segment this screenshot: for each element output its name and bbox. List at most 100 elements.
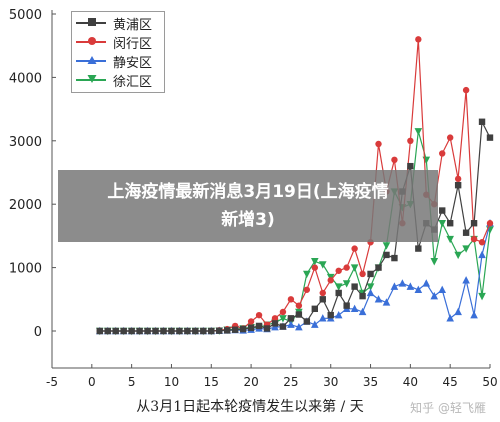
data-point <box>327 311 334 319</box>
x-tick-label: 40 <box>403 375 418 389</box>
data-point <box>439 150 446 157</box>
data-point <box>406 282 415 290</box>
data-point <box>335 289 342 297</box>
data-point <box>335 267 342 274</box>
x-tick-label: 15 <box>204 375 219 389</box>
data-point <box>415 245 422 252</box>
data-point <box>383 251 390 259</box>
y-tick-label: 1000 <box>9 262 42 277</box>
data-point <box>414 285 423 293</box>
x-tick-label: 5 <box>128 375 136 389</box>
legend-label: 徐汇区 <box>113 75 153 90</box>
chart-legend: 黄浦区 闵行区 静安区 徐汇区 <box>71 11 165 93</box>
data-point <box>446 235 454 244</box>
data-point <box>271 320 279 327</box>
data-point <box>438 285 447 293</box>
data-point <box>303 318 311 325</box>
data-point <box>96 327 103 335</box>
headline-line-2: 新增3) <box>221 210 275 230</box>
triangle-down-marker-icon <box>87 75 97 83</box>
data-point <box>192 327 199 335</box>
data-point <box>120 327 127 335</box>
data-point <box>287 320 295 328</box>
data-point <box>358 307 367 316</box>
data-point <box>391 156 398 164</box>
x-tick-label: 10 <box>164 375 179 389</box>
data-point <box>168 327 175 335</box>
data-point <box>112 327 119 335</box>
data-point <box>208 327 215 335</box>
chart-axes: 0 1000 2000 3000 4000 5000 -5 0 5 10 15 20 25 30 35 40 4… <box>9 8 498 389</box>
headline-banner: 上海疫情最新消息3月19日(上海疫情 新增3) <box>58 170 438 242</box>
data-point <box>454 181 462 189</box>
data-point <box>359 292 366 300</box>
data-point <box>311 264 318 271</box>
data-point <box>343 264 350 271</box>
data-point <box>446 220 454 227</box>
watermark-text: 知乎 @轻飞雁 <box>410 401 486 415</box>
data-point <box>454 251 462 260</box>
data-point <box>287 315 295 322</box>
data-point <box>478 250 486 259</box>
data-point <box>295 311 303 318</box>
data-point <box>160 327 167 335</box>
data-point <box>454 307 462 316</box>
data-point <box>478 292 486 301</box>
data-point <box>414 128 423 136</box>
data-point <box>342 280 351 288</box>
legend-item-huangpu: 黄浦区 <box>76 14 162 33</box>
y-tick-label: 2000 <box>9 198 42 213</box>
data-point <box>486 134 494 141</box>
data-point <box>398 279 407 287</box>
data-point <box>351 245 358 252</box>
data-point <box>367 270 374 278</box>
x-tick-label: 0 <box>88 375 96 389</box>
y-tick-label: 0 <box>34 325 42 340</box>
triangle-marker-icon <box>87 56 97 64</box>
data-point <box>247 318 255 325</box>
data-point <box>128 327 135 335</box>
data-point <box>279 308 287 316</box>
data-point <box>350 264 359 272</box>
data-point <box>144 327 151 335</box>
data-point <box>318 314 327 322</box>
legend-item-minhang: 闵行区 <box>76 33 162 52</box>
data-point <box>224 327 231 334</box>
y-tick-label: 5000 <box>9 8 42 23</box>
data-point <box>478 239 486 246</box>
x-tick-label: -5 <box>46 375 58 389</box>
data-point <box>470 220 478 227</box>
data-point <box>382 242 391 250</box>
data-point <box>279 315 287 323</box>
data-point <box>366 288 375 297</box>
data-point <box>334 283 343 291</box>
data-point <box>176 327 183 335</box>
data-point <box>462 86 470 94</box>
data-point <box>382 298 391 306</box>
data-point <box>271 315 279 322</box>
data-point <box>390 282 399 290</box>
data-point <box>446 314 454 322</box>
data-point <box>470 235 478 243</box>
legend-item-xuhui: 徐汇区 <box>76 71 162 90</box>
data-point <box>319 289 326 297</box>
data-point <box>216 327 223 334</box>
legend-label: 静安区 <box>113 56 153 71</box>
data-point <box>430 258 439 266</box>
data-point <box>391 254 398 262</box>
data-point <box>366 283 375 291</box>
data-point <box>295 302 303 309</box>
data-point <box>287 296 295 303</box>
data-point <box>478 118 486 125</box>
x-tick-label: 45 <box>443 375 458 389</box>
data-point <box>407 137 414 144</box>
data-point <box>350 304 359 313</box>
data-point <box>334 310 343 319</box>
data-point <box>152 327 159 335</box>
data-point <box>415 36 422 43</box>
data-point <box>446 134 454 141</box>
data-point <box>247 324 255 332</box>
data-point <box>422 156 431 165</box>
legend-item-jingan: 静安区 <box>76 52 162 71</box>
data-point <box>486 220 494 227</box>
